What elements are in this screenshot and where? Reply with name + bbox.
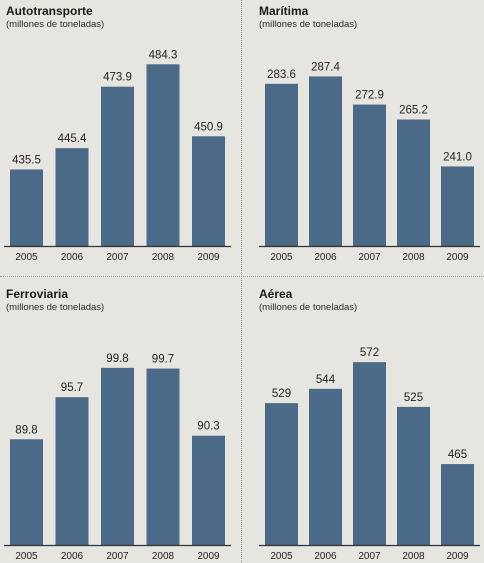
bar-2007 bbox=[353, 362, 386, 545]
x-tick-label: 2005 bbox=[15, 551, 38, 562]
bar-2007 bbox=[101, 86, 134, 247]
chart-title: Aérea bbox=[259, 287, 293, 301]
chart-subtitle: (millones de toneladas) bbox=[259, 302, 357, 313]
bar-2009 bbox=[192, 435, 225, 545]
data-label: 572 bbox=[360, 347, 379, 359]
chart-panel-autotransporte: Autotransporte (millones de toneladas) 435… bbox=[0, 0, 241, 276]
bar-2005 bbox=[265, 403, 298, 545]
chart-title: Marítima bbox=[259, 4, 309, 18]
data-label: 435.5 bbox=[12, 154, 41, 166]
bar-2005 bbox=[265, 83, 298, 246]
chart-svg: Ferroviaria(millones de toneladas) 89.8 20… bbox=[4, 287, 231, 562]
chart-subtitle: (millones de toneladas) bbox=[6, 302, 104, 313]
chart-svg: Marítima(millones de toneladas) 283.6 2005… bbox=[259, 4, 480, 263]
x-tick-label: 2009 bbox=[446, 551, 469, 562]
bar-2005 bbox=[10, 439, 43, 545]
chart-panel-ferroviaria: Ferroviaria (millones de toneladas) 89.8 20… bbox=[0, 277, 241, 563]
data-label: 473.9 bbox=[103, 72, 132, 84]
data-label: 529 bbox=[272, 388, 291, 400]
x-tick-label: 2006 bbox=[61, 252, 84, 263]
bar-2009 bbox=[441, 464, 474, 545]
chart-title: Ferroviaria bbox=[6, 287, 68, 301]
chart-title: Autotransporte bbox=[6, 4, 93, 18]
x-tick-label: 2007 bbox=[358, 551, 381, 562]
data-label: 484.3 bbox=[149, 49, 178, 61]
bar-2006 bbox=[309, 388, 342, 545]
x-tick-label: 2005 bbox=[270, 551, 293, 562]
data-label: 544 bbox=[316, 374, 336, 386]
x-tick-label: 2005 bbox=[270, 252, 293, 263]
x-tick-label: 2007 bbox=[106, 252, 129, 263]
x-tick-label: 2008 bbox=[402, 551, 425, 562]
bar-2009 bbox=[192, 136, 225, 246]
x-tick-label: 2007 bbox=[358, 252, 381, 263]
vertical-divider bbox=[241, 0, 242, 563]
x-tick-label: 2008 bbox=[152, 551, 175, 562]
bar-2008 bbox=[146, 64, 180, 246]
chart-panel-maritima: Marítima (millones de toneladas) 283.6 2005… bbox=[242, 0, 484, 276]
data-label: 272.9 bbox=[355, 90, 384, 102]
x-tick-label: 2009 bbox=[197, 551, 220, 562]
bar-2007 bbox=[101, 367, 134, 545]
data-label: 465 bbox=[448, 449, 467, 461]
data-label: 95.7 bbox=[61, 382, 83, 394]
x-tick-label: 2006 bbox=[314, 551, 337, 562]
horizontal-divider bbox=[0, 276, 484, 277]
data-label: 89.8 bbox=[15, 424, 37, 436]
data-label: 265.2 bbox=[399, 105, 428, 117]
bar-2006 bbox=[309, 76, 342, 246]
x-tick-label: 2005 bbox=[15, 252, 38, 263]
x-tick-label: 2009 bbox=[446, 252, 469, 263]
chart-svg: Aérea(millones de toneladas) 529 2005 544 20… bbox=[259, 287, 480, 562]
data-label: 445.4 bbox=[58, 133, 87, 145]
data-label: 90.3 bbox=[197, 421, 219, 433]
bar-2005 bbox=[10, 169, 43, 246]
data-label: 241.0 bbox=[443, 151, 472, 163]
bar-2009 bbox=[441, 166, 474, 246]
data-label: 287.4 bbox=[311, 61, 340, 73]
bar-2008 bbox=[397, 406, 430, 545]
data-label: 283.6 bbox=[267, 69, 296, 81]
chart-subtitle: (millones de toneladas) bbox=[6, 19, 104, 30]
bar-2006 bbox=[55, 397, 89, 545]
x-tick-label: 2008 bbox=[152, 252, 175, 263]
bar-2008 bbox=[146, 368, 180, 545]
x-tick-label: 2008 bbox=[402, 252, 425, 263]
data-label: 450.9 bbox=[194, 121, 223, 133]
bar-2008 bbox=[397, 119, 430, 246]
bar-2007 bbox=[353, 104, 386, 246]
data-label: 99.8 bbox=[106, 353, 128, 365]
x-tick-label: 2007 bbox=[106, 551, 129, 562]
chart-subtitle: (millones de toneladas) bbox=[259, 19, 357, 30]
bar-2006 bbox=[55, 148, 89, 246]
data-label: 99.7 bbox=[152, 354, 174, 366]
x-tick-label: 2006 bbox=[61, 551, 84, 562]
data-label: 525 bbox=[404, 392, 423, 404]
chart-svg: Autotransporte(millones de toneladas) 435… bbox=[4, 4, 231, 263]
x-tick-label: 2006 bbox=[314, 252, 337, 263]
x-tick-label: 2009 bbox=[197, 252, 220, 263]
chart-panel-aerea: Aérea (millones de toneladas) 529 2005 544 20… bbox=[242, 277, 484, 563]
